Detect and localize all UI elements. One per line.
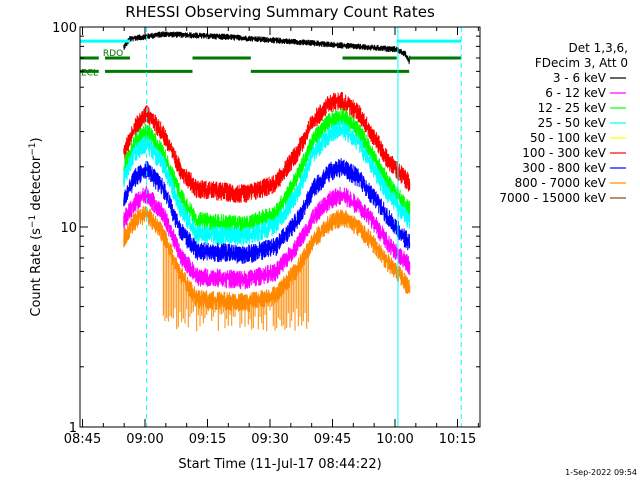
legend-label-1: 6 - 12 keV	[545, 86, 607, 100]
series-spikes-orange	[162, 231, 309, 332]
plot-timestamp: 1-Sep-2022 09:54	[565, 468, 637, 477]
y-axis-label-prefix: Count Rate (s	[29, 228, 44, 317]
legend-label-4: 50 - 100 keV	[530, 131, 607, 145]
chart-title: RHESSI Observing Summary Count Rates	[125, 3, 435, 21]
legend-label-3: 25 - 50 keV	[538, 116, 607, 130]
series-line-5	[123, 185, 411, 290]
flag-label-row2: ECL	[81, 68, 98, 78]
y-axis-label: Count Rate (s−1 detector−1)	[28, 137, 44, 316]
x-tick-label-6: 10:15	[439, 432, 476, 447]
legend-header-1: FDecim 3, Att 0	[535, 56, 628, 70]
x-tick-label-4: 09:45	[314, 432, 351, 447]
flag-label-row1: RDO	[103, 49, 123, 59]
plot-area: RDO ECL	[79, 27, 462, 427]
series-line-0	[123, 31, 411, 65]
y-axis-label-suffix: )	[29, 137, 44, 142]
legend-label-6: 300 - 800 keV	[522, 161, 606, 175]
plot-frame	[79, 26, 481, 428]
y-tick-label-1: 10	[60, 221, 77, 236]
x-tick-label-2: 09:15	[189, 432, 226, 447]
legend-label-0: 3 - 6 keV	[553, 71, 607, 85]
legend-label-2: 12 - 25 keV	[538, 101, 607, 115]
y-axis-label-sup2: −1	[28, 142, 38, 155]
legend-label-7: 800 - 7000 keV	[515, 176, 607, 190]
series-line-1	[123, 91, 411, 203]
legend-header-0: Det 1,3,6,	[569, 41, 629, 55]
series-line-4	[123, 158, 411, 264]
x-tick-label-1: 09:00	[126, 432, 163, 447]
y-axis-label-mid: detector	[29, 155, 44, 215]
y-axis-label-sup: −1	[28, 215, 38, 228]
x-tick-label-3: 09:30	[251, 432, 288, 447]
legend-label-5: 100 - 300 keV	[522, 146, 606, 160]
y-tick-label-0: 1	[69, 421, 77, 436]
axes: 08:45 09:00 09:15 09:30 09:45 10:00 10:15 1 10 10…	[52, 21, 480, 447]
y-tick-label-2: 100	[52, 21, 77, 36]
x-tick-label-5: 10:00	[376, 432, 413, 447]
x-axis-label: Start Time (11-Jul-17 08:44:22)	[178, 457, 381, 472]
series-line-3	[123, 120, 411, 247]
legend-label-8: 7000 - 15000 keV	[499, 191, 606, 205]
x-tick-label-0: 08:45	[64, 432, 101, 447]
